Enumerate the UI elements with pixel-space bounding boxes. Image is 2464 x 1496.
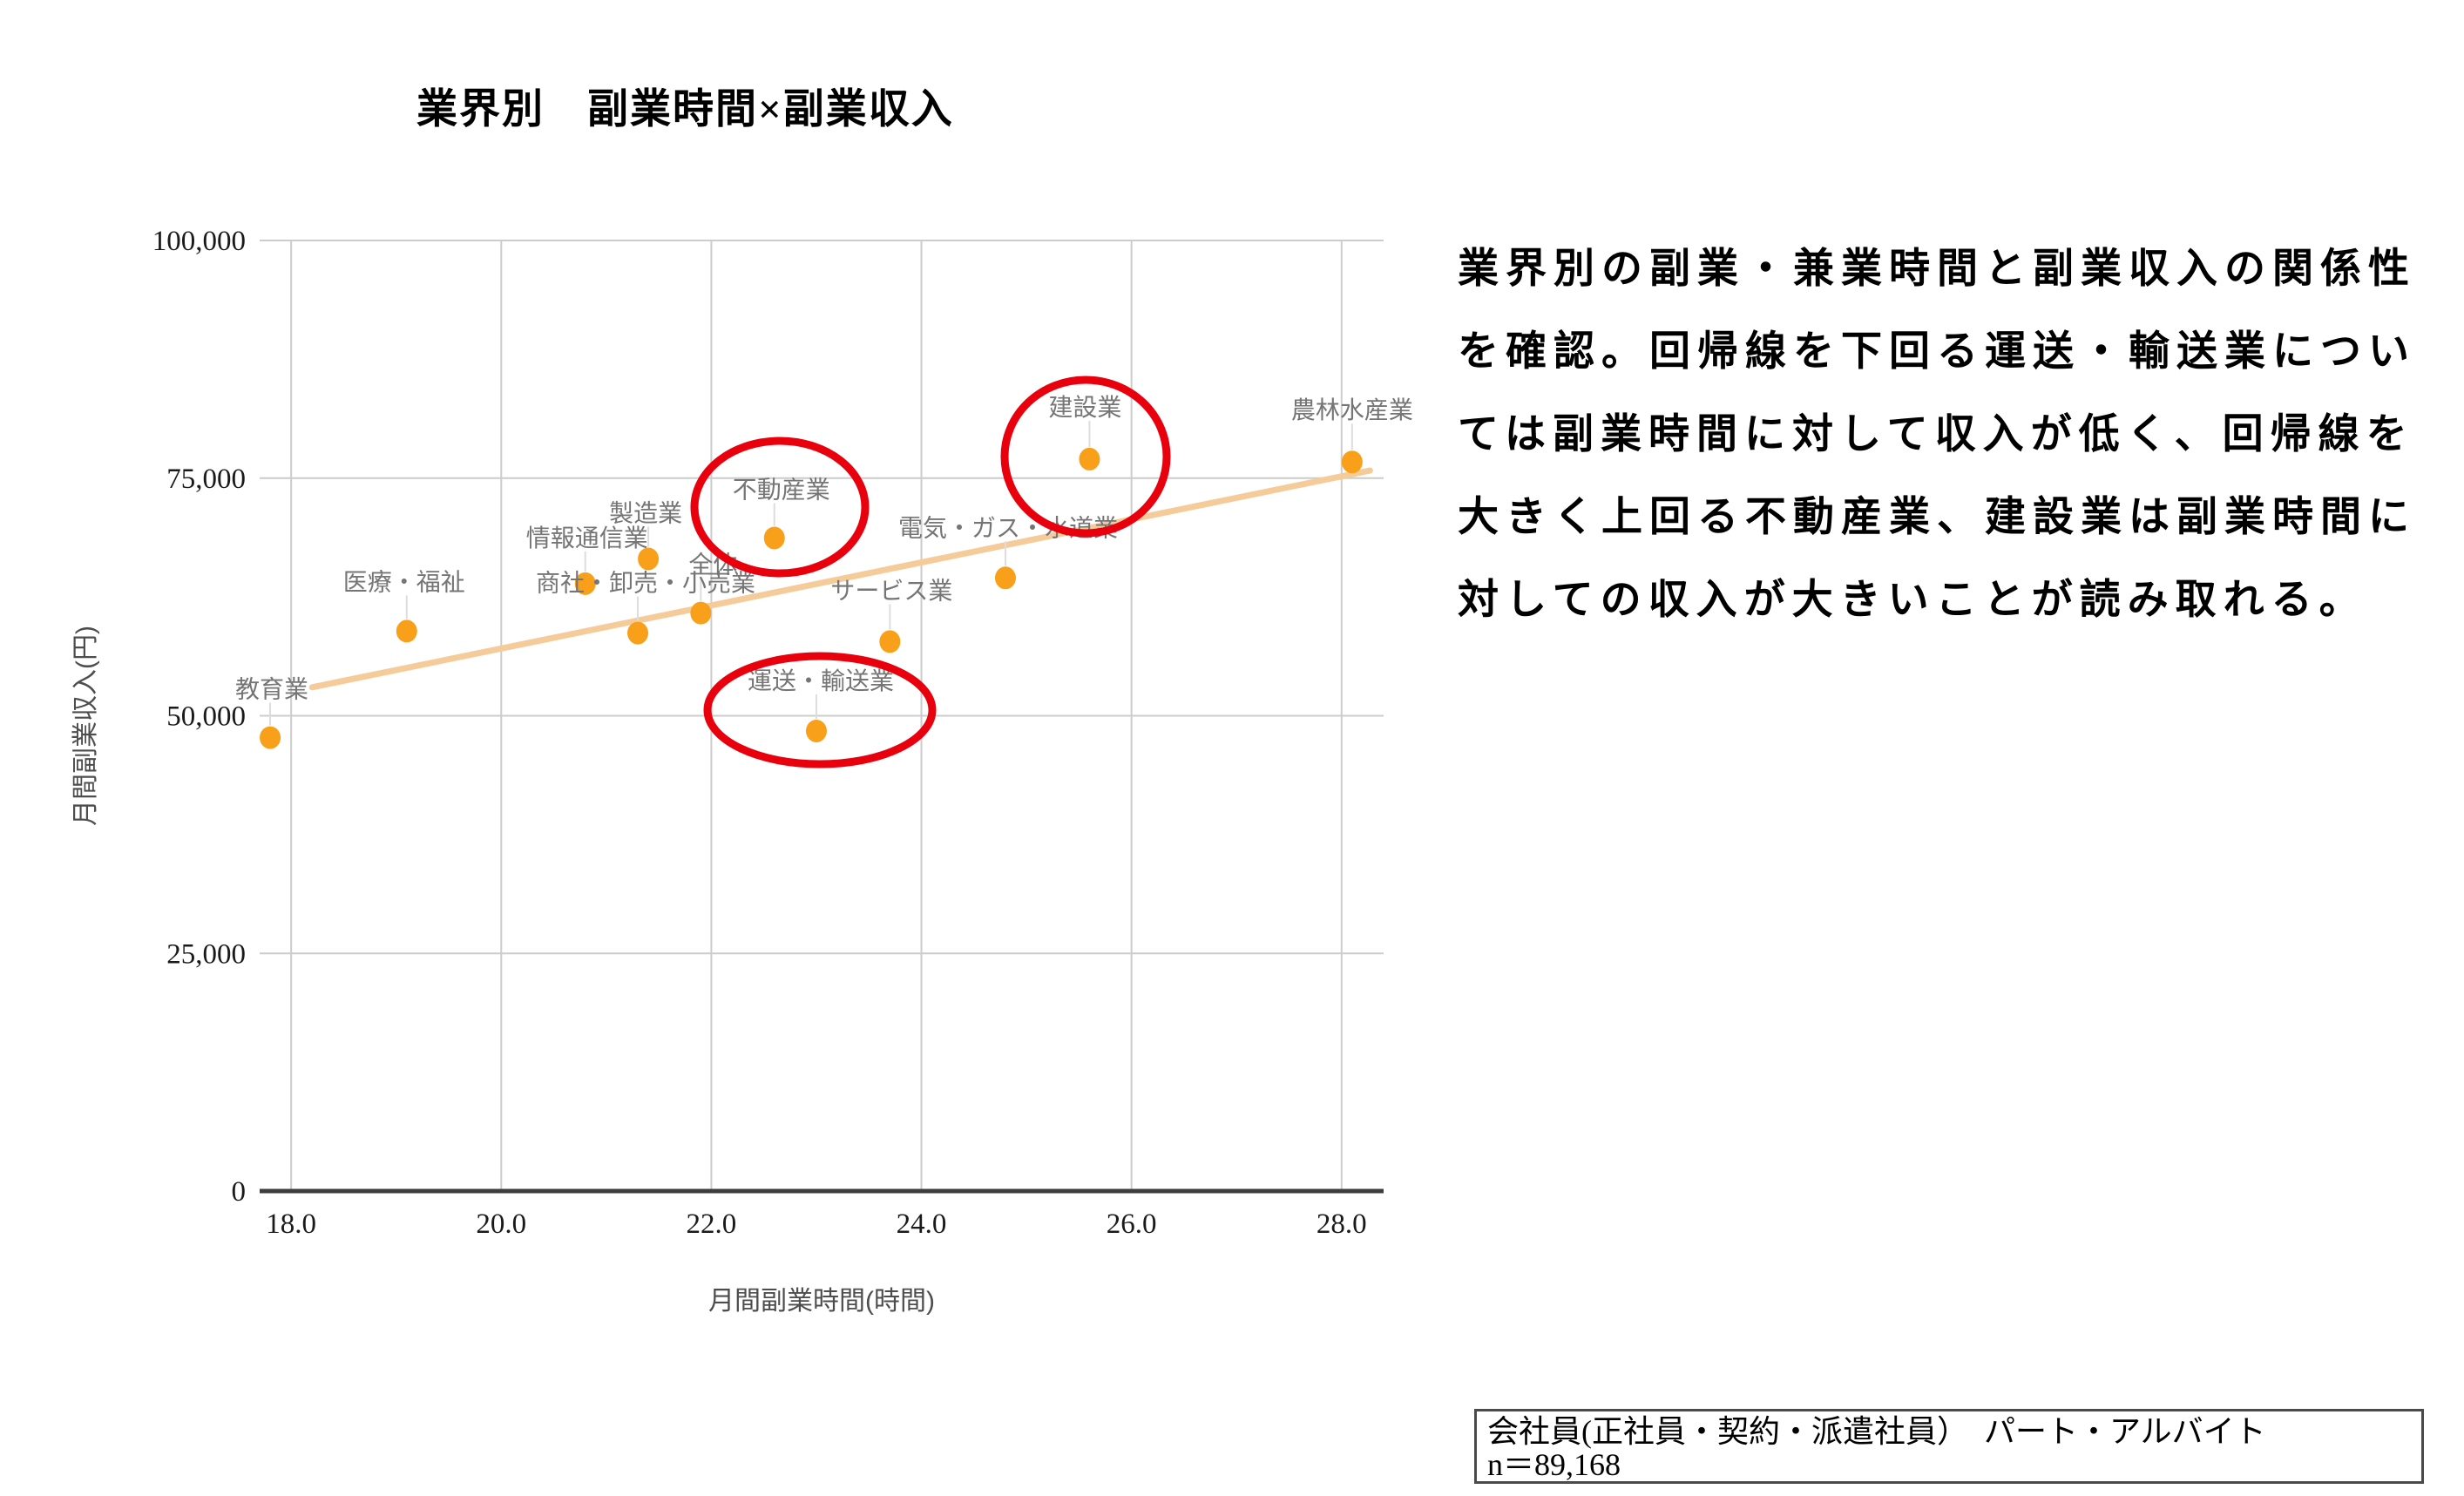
point-label: 商社・卸売・小売業 xyxy=(536,570,755,597)
sample-note-line1: 会社員(正社員・契約・派遣社員） パート・アルバイト xyxy=(1487,1414,2266,1449)
sample-note-line2: n＝89,168 xyxy=(1487,1447,1621,1482)
point-label: 運送・輸送業 xyxy=(748,667,894,694)
analysis-line: 業界別の副業・兼業時間と副業収入の関係性 xyxy=(1458,247,2416,292)
x-tick-label: 26.0 xyxy=(1107,1208,1157,1240)
sample-note-box: 会社員(正社員・契約・派遣社員） パート・アルバイト n＝89,168 xyxy=(1474,1409,2424,1484)
data-point xyxy=(763,526,785,550)
data-point xyxy=(805,719,827,742)
highlight-ellipse xyxy=(1000,376,1171,538)
point-label: 建設業 xyxy=(1048,394,1121,421)
data-point xyxy=(627,621,649,645)
x-tick-label: 18.0 xyxy=(266,1208,316,1240)
data-point xyxy=(638,547,660,571)
y-tick-label: 25,000 xyxy=(166,938,246,970)
analysis-line: ては副業時間に対して収入が低く、回帰線を xyxy=(1458,412,2414,457)
analysis-text: 業界別の副業・兼業時間と副業収入の関係性 を確認。回帰線を下回る運送・輸送業につ… xyxy=(1458,228,2460,642)
x-tick-label: 20.0 xyxy=(476,1208,526,1240)
x-tick-label: 28.0 xyxy=(1317,1208,1367,1240)
y-tick-label: 100,000 xyxy=(152,226,246,257)
y-tick-label: 75,000 xyxy=(166,464,246,495)
y-axis-title: 月間副業収入(円) xyxy=(71,626,100,826)
analysis-line: 大きく上回る不動産業、建設業は副業時間に xyxy=(1458,495,2416,540)
point-label: 不動産業 xyxy=(733,476,830,503)
point-label: 電気・ガス・水道業 xyxy=(898,514,1118,541)
point-label: 製造業 xyxy=(609,499,682,526)
x-axis-title: 月間副業時間(時間) xyxy=(708,1287,935,1316)
point-label: 情報通信業 xyxy=(526,525,648,552)
data-point xyxy=(574,572,596,595)
point-label: 教育業 xyxy=(235,676,308,703)
highlight-ellipse xyxy=(703,652,937,768)
point-label: 医療・福祉 xyxy=(343,568,465,595)
data-point xyxy=(1341,450,1363,474)
data-point xyxy=(879,630,901,653)
y-tick-label: 50,000 xyxy=(166,701,246,733)
y-tick-label: 0 xyxy=(232,1176,247,1208)
trend-line xyxy=(308,467,1373,691)
data-point xyxy=(994,566,1016,590)
analysis-line: 対しての収入が大きいことが読み取れる。 xyxy=(1458,578,2367,623)
data-point xyxy=(690,601,712,625)
data-point xyxy=(1079,447,1100,470)
point-label: 農林水産業 xyxy=(1291,396,1413,423)
data-point xyxy=(260,726,281,749)
x-tick-label: 24.0 xyxy=(897,1208,947,1240)
point-label: サービス業 xyxy=(830,577,952,604)
data-point xyxy=(396,619,417,643)
analysis-line: を確認。回帰線を下回る運送・輸送業につい xyxy=(1458,329,2416,375)
chart-title: 業界別 副業時間×副業収入 xyxy=(416,87,954,132)
highlight-ellipse xyxy=(690,437,870,578)
x-tick-label: 22.0 xyxy=(687,1208,737,1240)
